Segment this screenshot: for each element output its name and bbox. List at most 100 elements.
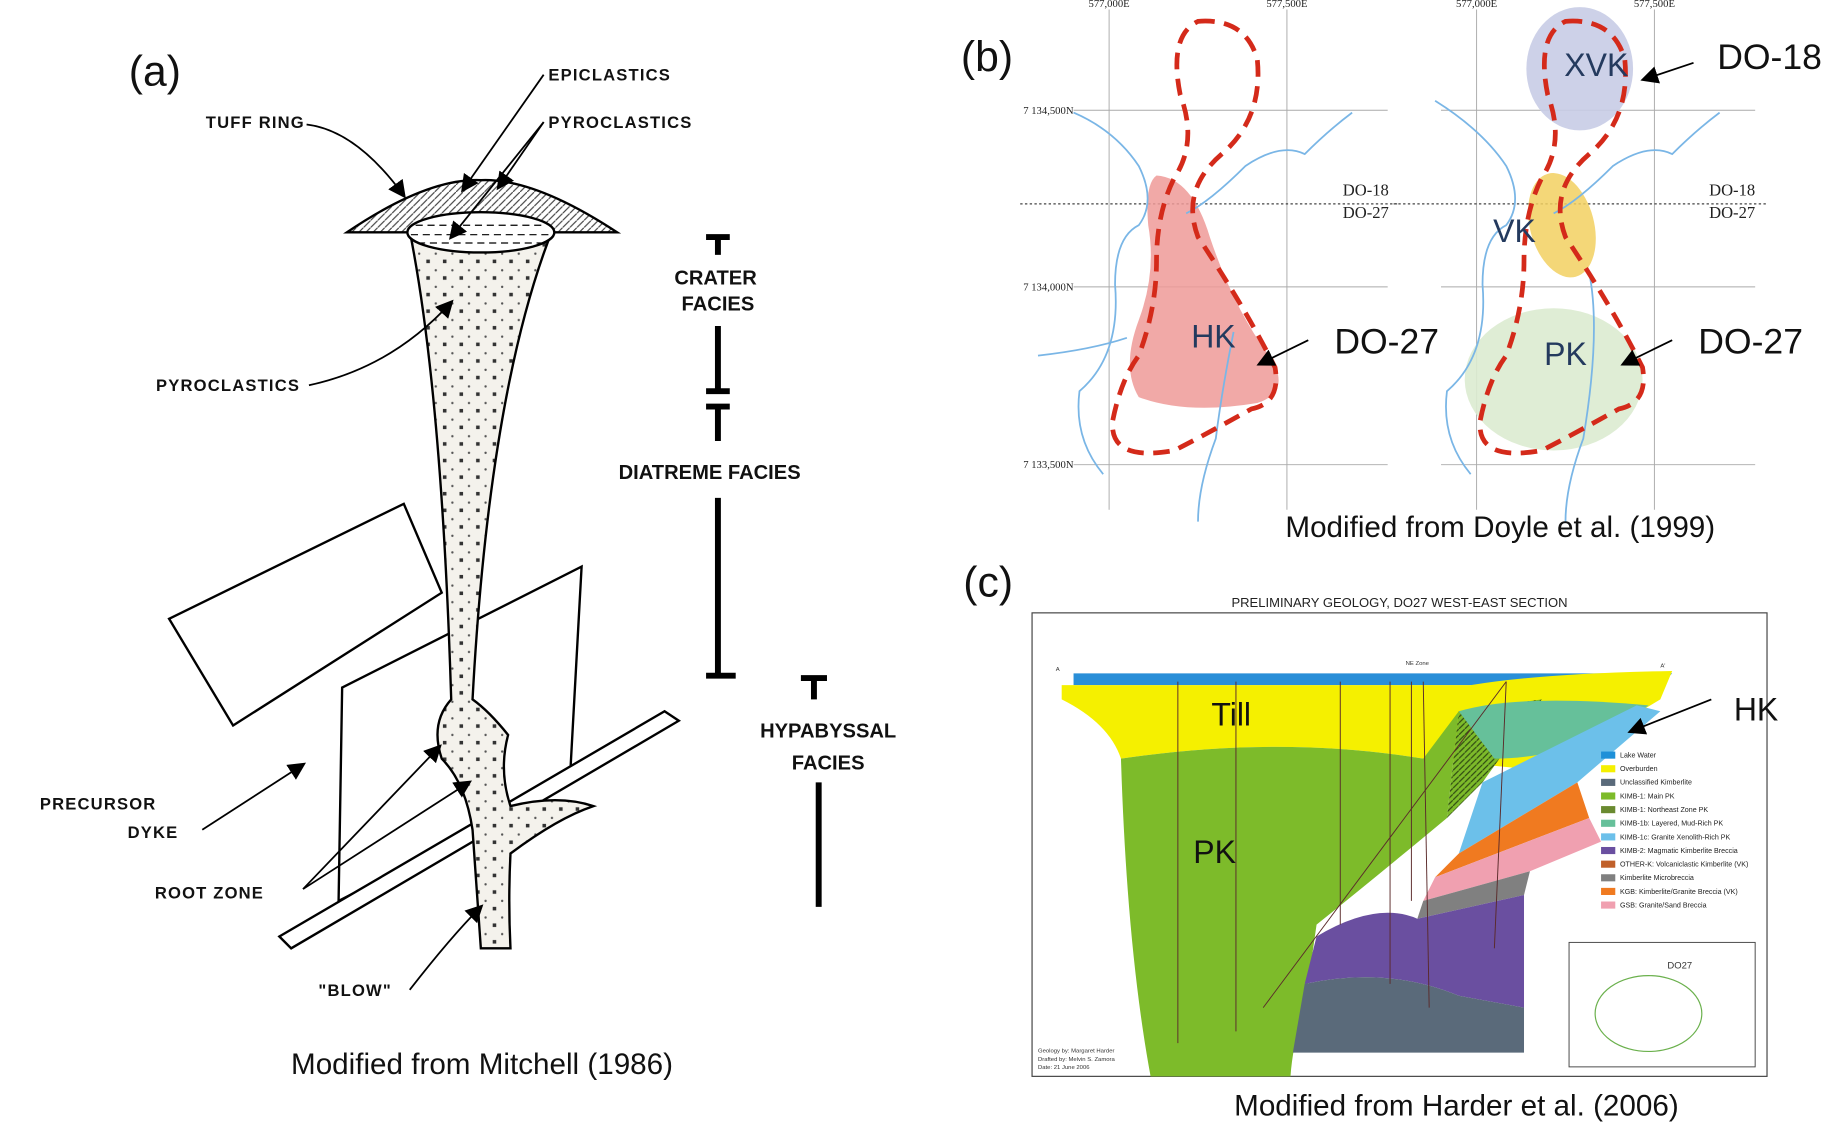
legend-swatch: [1601, 778, 1616, 786]
label: ROOT ZONE: [155, 884, 264, 903]
map-right: [1393, 7, 1768, 522]
facies-label: FACIES: [682, 294, 755, 316]
arrow: [201, 762, 307, 831]
pointer-label: DO-18: [1717, 37, 1822, 77]
legend-label: OTHER-K: Volcaniclastic Kimberlite (VK): [1620, 861, 1748, 869]
credit: Geology by: Margaret Harder: [1038, 1049, 1115, 1055]
main-pk: [1120, 711, 1459, 1077]
arrow: [448, 121, 545, 240]
legend-swatch: [1601, 846, 1616, 855]
section-label: DO-27: [1709, 203, 1755, 222]
layered-pk: [1458, 700, 1649, 759]
easting: 577,000E: [1089, 0, 1130, 10]
northing: 7 133,500N: [1023, 460, 1074, 471]
label: DYKE: [128, 823, 179, 842]
label: PYROCLASTICS: [548, 113, 692, 132]
caption: Modified from Doyle et al. (1999): [1285, 511, 1715, 544]
legend-swatch: [1601, 765, 1616, 773]
northing: 7 134,500N: [1023, 106, 1074, 117]
legend-label: Overburden: [1620, 765, 1658, 773]
legend-swatch: [1601, 819, 1616, 827]
crater-beds: [410, 224, 551, 244]
facies-label: DIATREME FACIES: [619, 462, 801, 484]
inset-map: [1568, 941, 1756, 1068]
label: PYROCLASTICS: [156, 376, 300, 395]
arrow: [1620, 339, 1673, 366]
pointer-label: DO-27: [1698, 321, 1803, 361]
legend-swatch: [1601, 792, 1616, 800]
pointer-label: DO-27: [1334, 321, 1439, 361]
legend-label: KIMB-2: Magmatic Kimberlite Breccia: [1620, 847, 1738, 855]
credit: Drafted by: Melvin S. Zamora: [1038, 1057, 1116, 1063]
easting: 577,000E: [1456, 0, 1497, 10]
dyke-plane: [167, 502, 444, 728]
section-title: PRELIMINARY GEOLOGY, DO27 WEST-EAST SECT…: [1231, 595, 1567, 610]
unit-label: PK: [1193, 834, 1236, 870]
unit-label: Till: [1211, 696, 1251, 732]
caption: Modified from Mitchell (1986): [291, 1048, 673, 1081]
legend-swatch: [1601, 806, 1616, 814]
crater: [406, 211, 556, 254]
section-label: DO-18: [1343, 181, 1389, 200]
map-left: [1020, 9, 1400, 522]
facies-label: HYPABYSSAL: [760, 720, 896, 742]
legend-label: KIMB-1c: Granite Xenolith-Rich PK: [1620, 833, 1730, 841]
section-label: DO-27: [1343, 203, 1389, 222]
magmatic-breccia: [1304, 894, 1525, 1008]
legend-swatch: [1601, 751, 1616, 759]
pointer-label: HK: [1734, 692, 1778, 728]
legend-swatch: [1601, 833, 1616, 841]
unit-label: XVK: [1564, 47, 1628, 83]
northing: 7 134,000N: [1023, 282, 1074, 293]
label: TUFF RING: [206, 113, 305, 132]
panel-label: (b): [961, 33, 1013, 81]
zone-label: NE Zone: [1406, 661, 1430, 667]
section-label: DO-18: [1709, 181, 1755, 200]
arrow: [308, 299, 454, 387]
unclassified-kimberlite: [1292, 977, 1525, 1053]
panel-label: (a): [129, 47, 181, 95]
granite-xenolith-pk: [1458, 705, 1661, 854]
label: EPICLASTICS: [548, 66, 671, 85]
credit: Date: 21 June 2006: [1038, 1065, 1090, 1071]
panel-c: (c) PRELIMINARY GEOLOGY, DO27 WEST-EAST …: [963, 558, 1778, 1122]
arrow: [302, 780, 472, 890]
legend-label: KIMB-1: Main PK: [1620, 792, 1675, 800]
inset-outline: [1594, 975, 1703, 1053]
legend: Lake Water Overburden Unclassified Kimberl…: [1601, 751, 1748, 909]
panel-b: (b) 577,000E 577,500E 577,000E 577,500E …: [961, 0, 1822, 544]
legend-swatch: [1601, 860, 1616, 868]
legend-swatch: [1601, 874, 1616, 882]
microbreccia: [1417, 871, 1530, 919]
legend-label: KIMB-1b: Layered, Mud-Rich PK: [1620, 820, 1723, 828]
label: "BLOW": [318, 981, 391, 1000]
easting: 577,500E: [1634, 0, 1675, 10]
unit-label: VK: [1493, 213, 1536, 249]
panel-a: (a) EPICLASTICS TUFF RING PYROCLASTICS P…: [40, 47, 896, 1081]
unit-label: PK: [1544, 336, 1587, 372]
drill-holes: [1177, 681, 1507, 1044]
gsb: [1423, 817, 1602, 901]
arrow: [1627, 698, 1712, 735]
arrow: [1640, 61, 1694, 84]
facies-bars: [706, 234, 827, 907]
arrow: [409, 904, 484, 991]
panel-label: (c): [963, 558, 1013, 606]
legend-label: Unclassified Kimberlite: [1620, 779, 1692, 787]
arrow: [302, 744, 442, 890]
label: PRECURSOR: [40, 795, 157, 814]
legend-label: KIMB-1: Northeast Zone PK: [1620, 806, 1708, 814]
arrow: [461, 74, 545, 193]
inset-label: DO27: [1667, 960, 1692, 971]
arrow: [1256, 339, 1309, 366]
legend-swatch: [1601, 901, 1616, 909]
unit-label: HK: [1191, 318, 1235, 354]
caption: Modified from Harder et al. (2006): [1234, 1089, 1679, 1122]
legend-label: Kimberlite Microbreccia: [1620, 874, 1694, 882]
section-end: A': [1660, 663, 1665, 669]
kgb: [1435, 782, 1590, 878]
legend-swatch: [1601, 887, 1616, 895]
tuff-ring: [343, 178, 622, 234]
